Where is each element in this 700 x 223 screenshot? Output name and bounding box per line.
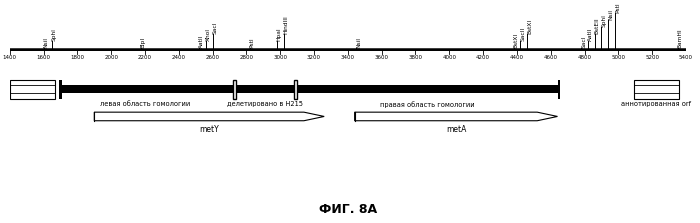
Text: 3600: 3600 xyxy=(374,55,388,60)
Text: BstXI: BstXI xyxy=(514,33,519,48)
Text: XhoI: XhoI xyxy=(206,28,211,41)
Text: левая область гомологии: левая область гомологии xyxy=(100,101,190,107)
Text: 3200: 3200 xyxy=(307,55,321,60)
Text: BstEII: BstEII xyxy=(595,17,600,34)
Bar xyxy=(558,80,561,99)
Text: 2800: 2800 xyxy=(239,55,253,60)
Bar xyxy=(60,80,62,99)
Text: 4600: 4600 xyxy=(544,55,558,60)
Text: metA: metA xyxy=(446,125,466,134)
Text: SacI: SacI xyxy=(581,35,586,48)
Text: 1800: 1800 xyxy=(71,55,85,60)
Text: 2200: 2200 xyxy=(138,55,152,60)
Text: SacII: SacII xyxy=(520,27,525,41)
Text: BstXI: BstXI xyxy=(527,19,532,34)
Polygon shape xyxy=(94,112,324,121)
Text: 4400: 4400 xyxy=(510,55,524,60)
Text: 2600: 2600 xyxy=(206,55,220,60)
Text: PstI: PstI xyxy=(250,37,255,48)
Text: 4000: 4000 xyxy=(442,55,456,60)
Text: 3000: 3000 xyxy=(273,55,287,60)
Text: 5200: 5200 xyxy=(645,55,659,60)
Text: NsiI: NsiI xyxy=(43,37,48,48)
Text: делетировано в Н215: делетировано в Н215 xyxy=(227,101,303,107)
Text: 2400: 2400 xyxy=(172,55,186,60)
Text: 5400: 5400 xyxy=(679,55,693,60)
Text: аннотированная orf: аннотированная orf xyxy=(622,101,692,107)
Text: 3800: 3800 xyxy=(409,55,423,60)
Text: NsiI: NsiI xyxy=(608,9,613,20)
Text: metY: metY xyxy=(199,125,219,134)
Text: SphI: SphI xyxy=(601,14,606,27)
Text: 3400: 3400 xyxy=(341,55,355,60)
Text: 5000: 5000 xyxy=(611,55,625,60)
Text: PstI: PstI xyxy=(615,2,620,13)
Text: BlpI: BlpI xyxy=(141,37,146,48)
Text: AatII: AatII xyxy=(199,34,204,48)
Text: HindIII: HindIII xyxy=(284,15,288,34)
Text: 4800: 4800 xyxy=(578,55,592,60)
Text: 4200: 4200 xyxy=(476,55,490,60)
Text: HpaI: HpaI xyxy=(277,27,282,41)
Text: SacI: SacI xyxy=(213,21,218,34)
Text: правая область гомологии: правая область гомологии xyxy=(380,101,475,108)
Polygon shape xyxy=(355,112,557,121)
Bar xyxy=(10,80,55,99)
Text: 1400: 1400 xyxy=(3,55,17,60)
Text: BamHI: BamHI xyxy=(678,28,682,48)
Bar xyxy=(294,80,297,99)
Text: 1600: 1600 xyxy=(36,55,50,60)
Text: NsiI: NsiI xyxy=(356,37,361,48)
Text: 2000: 2000 xyxy=(104,55,118,60)
Text: ФИГ. 8А: ФИГ. 8А xyxy=(318,202,377,216)
Text: AatII: AatII xyxy=(588,27,593,41)
Bar xyxy=(634,80,679,99)
Text: SphI: SphI xyxy=(52,28,57,41)
Bar xyxy=(60,85,559,93)
Bar xyxy=(233,80,236,99)
